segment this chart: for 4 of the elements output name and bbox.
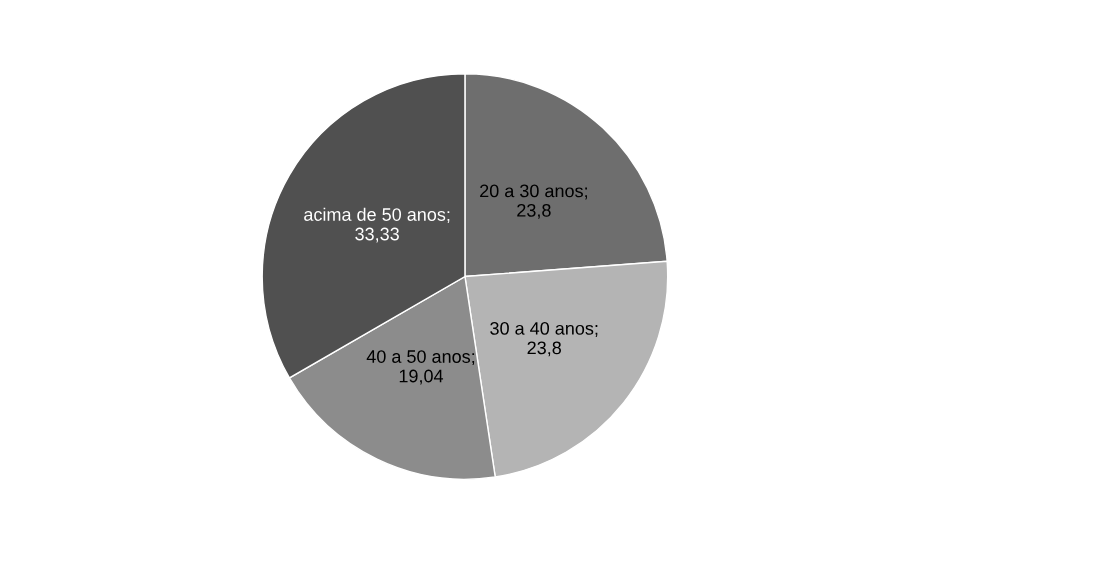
slice-label: 20 a 30 anos; 23,8 (480, 184, 587, 219)
slice-label: acima de 50 anos; 33,33 (304, 207, 450, 243)
slice-label: 30 a 40 anos; 23,8 (490, 322, 598, 357)
slice-label: 40 a 50 anos; 19,04 (366, 350, 475, 385)
